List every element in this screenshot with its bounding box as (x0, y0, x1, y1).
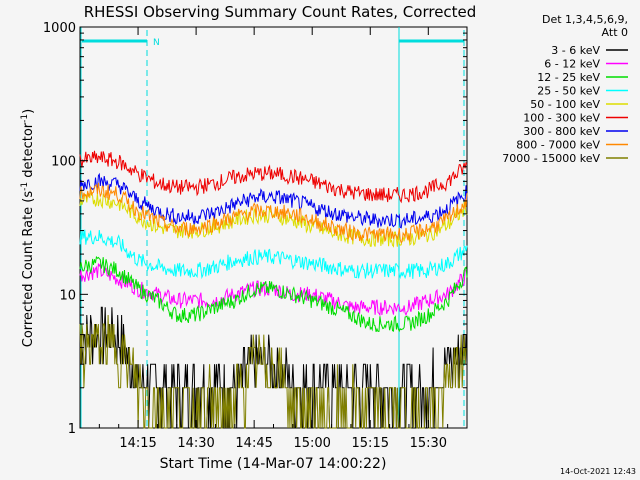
series-line-3 (79, 228, 468, 280)
legend-label-2: 12 - 25 keV (537, 71, 600, 84)
legend-header-line-2: Att 0 (602, 26, 628, 39)
y-tick-label-1: 10 (59, 288, 76, 303)
x-tick-label-0: 14:15 (119, 436, 156, 451)
series-line-7 (79, 182, 468, 244)
y-axis-label: Corrected Count Rate (s-1 detector-1) (20, 109, 36, 347)
legend-label-7: 800 - 7000 keV (516, 139, 600, 152)
x-tick-label-1: 14:30 (177, 436, 214, 451)
legend-label-5: 100 - 300 keV (523, 112, 600, 125)
x-tick-label-2: 14:45 (235, 436, 272, 451)
series-line-6 (79, 172, 468, 229)
series-line-0 (80, 306, 468, 429)
chart-title: RHESSI Observing Summary Count Rates, Co… (84, 3, 477, 21)
ticks-layer: 14:15 14:30 14:45 15:00 15:15 15:30 1 10 100 1000 (43, 21, 467, 451)
legend-label-6: 300 - 800 keV (523, 125, 600, 138)
annotation-n: N (153, 38, 160, 48)
x-axis-label: Start Time (14-Mar-07 14:00:22) (160, 456, 387, 472)
series-line-5 (79, 150, 468, 204)
legend-label-4: 50 - 100 keV (530, 98, 600, 111)
x-tick-label-4: 15:15 (352, 436, 389, 451)
series-layer (79, 150, 468, 429)
legend-label-0: 3 - 6 keV (551, 44, 600, 57)
series-line-8 (79, 314, 467, 429)
legend-header-line-1: Det 1,3,4,5,6,9, (542, 13, 628, 26)
y-tick-label-3: 1000 (43, 21, 76, 36)
legend-label-3: 25 - 50 keV (537, 85, 600, 98)
legend-label-1: 6 - 12 keV (544, 58, 600, 71)
x-tick-label-3: 15:00 (293, 436, 330, 451)
y-tick-label-0: 1 (68, 422, 76, 437)
legend-label-8: 7000 - 15000 keV (502, 152, 600, 165)
x-tick-label-5: 15:30 (410, 436, 447, 451)
y-tick-label-2: 100 (51, 155, 76, 170)
timestamp: 14-Oct-2021 12:43 (560, 467, 636, 476)
plot-area: N 14:15 14:30 14:45 15:00 15:15 15:30 1 10 100 10… (43, 21, 468, 451)
series-line-2 (79, 255, 468, 333)
